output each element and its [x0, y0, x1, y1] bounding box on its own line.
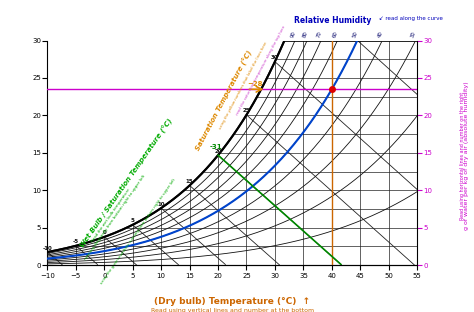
- Text: 10: 10: [157, 202, 165, 207]
- Text: 80: 80: [302, 30, 309, 38]
- Text: Wet Bulb / Saturation Temperature (°C): Wet Bulb / Saturation Temperature (°C): [79, 117, 175, 249]
- Text: 5: 5: [131, 218, 135, 223]
- Text: -5: -5: [73, 239, 79, 244]
- Text: Relative Humidity: Relative Humidity: [294, 16, 371, 25]
- Text: 70: 70: [316, 30, 323, 38]
- Text: -10: -10: [43, 246, 52, 251]
- Text: 25: 25: [243, 108, 250, 113]
- Text: 15: 15: [186, 179, 193, 184]
- Text: 50: 50: [352, 30, 359, 38]
- Text: 30: 30: [410, 30, 417, 38]
- Text: ~28: ~28: [247, 81, 263, 87]
- Text: read the saturation temperature along the top here: read the saturation temperature along th…: [235, 25, 286, 116]
- Text: using the yellow numbers that label the lines here: using the yellow numbers that label the …: [219, 41, 269, 130]
- Text: (Dry bulb) Temperature (°C)  ↑: (Dry bulb) Temperature (°C) ↑: [154, 297, 310, 305]
- Text: using the green numbers running from bottom right to upper left: using the green numbers running from bot…: [100, 178, 177, 285]
- Text: Read using horizontal lines and number on the right: Read using horizontal lines and number o…: [460, 92, 465, 220]
- Text: 60: 60: [332, 30, 339, 38]
- Text: g of water per kg of dry air (absolute humidity): g of water per kg of dry air (absolute h…: [465, 82, 469, 230]
- Text: 90: 90: [290, 30, 297, 38]
- Text: 20: 20: [214, 149, 222, 154]
- Text: Read the wet bulb temperature
running diagonally from bottom right to upper left: Read the wet bulb temperature running di…: [80, 172, 146, 261]
- Text: -31: -31: [210, 144, 222, 150]
- Text: Saturation Temperature (°C): Saturation Temperature (°C): [194, 49, 254, 152]
- Text: ↙ read along the curve: ↙ read along the curve: [379, 16, 443, 21]
- Text: 40: 40: [377, 30, 383, 38]
- Text: 0: 0: [102, 231, 106, 236]
- Text: Read using vertical lines and number at the bottom: Read using vertical lines and number at …: [151, 308, 314, 312]
- Text: 30: 30: [271, 55, 279, 60]
